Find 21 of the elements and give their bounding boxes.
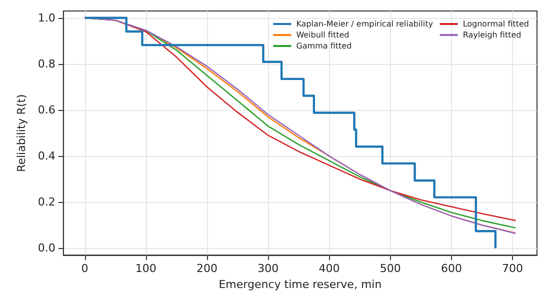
x-tick-label: 700 <box>502 262 524 276</box>
x-tick-label: 400 <box>318 262 340 276</box>
x-tick-label: 300 <box>258 262 279 276</box>
y-axis-title: Reliability R(t) <box>15 94 28 172</box>
y-tick-label: 0.2 <box>38 196 56 209</box>
x-axis-title: Emergency time reserve, min <box>218 278 382 291</box>
x-tick-label: 200 <box>196 262 218 276</box>
y-tick-label: 0.8 <box>38 57 56 70</box>
legend-label: Kaplan-Meier / empirical reliability <box>296 20 434 28</box>
legend-label: Weibull fitted <box>296 30 350 40</box>
legend-label: Lognormal fitted <box>462 20 530 28</box>
y-tick-label: 0.0 <box>38 242 56 255</box>
x-tick-label: 600 <box>440 262 462 276</box>
legend-label: Gamma fitted <box>296 42 352 50</box>
x-tick-label: 0 <box>81 262 88 276</box>
y-tick-label: 0.6 <box>38 104 56 117</box>
y-tick-label: 0.4 <box>38 150 56 163</box>
x-tick-label: 100 <box>135 262 156 276</box>
y-tick-label: 1.0 <box>38 11 56 24</box>
x-tick-label: 500 <box>380 262 401 276</box>
legend-label: Rayleigh fitted <box>462 30 522 40</box>
